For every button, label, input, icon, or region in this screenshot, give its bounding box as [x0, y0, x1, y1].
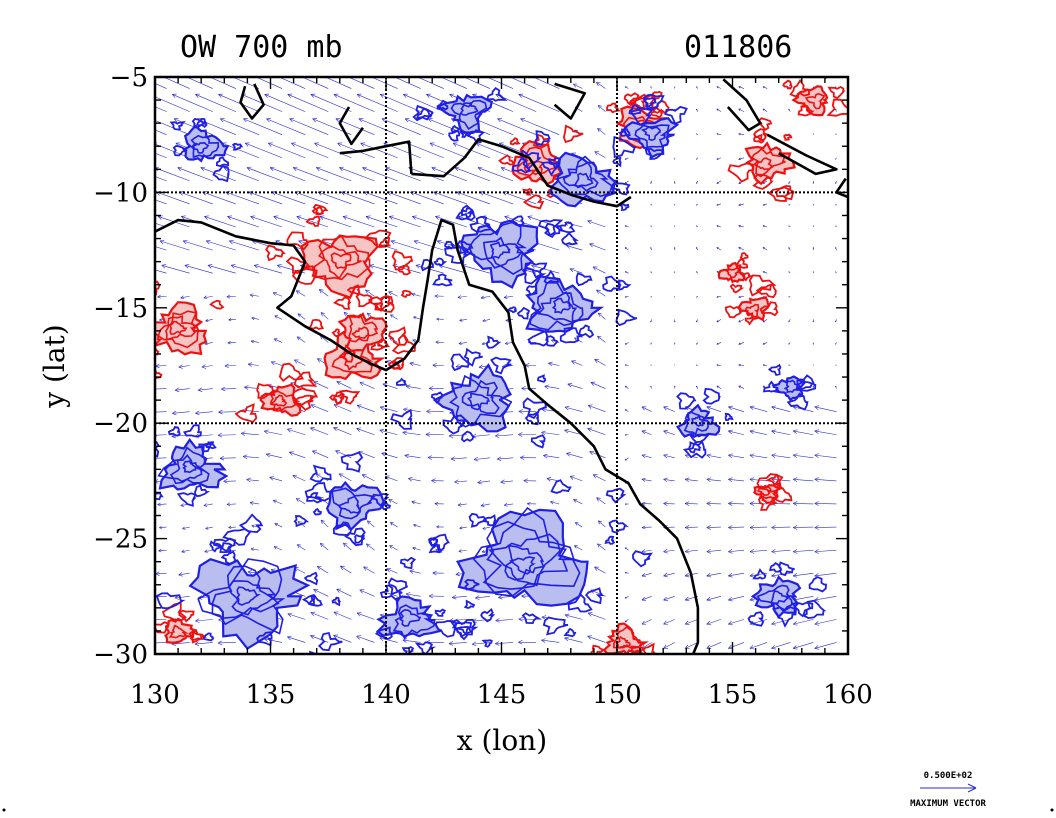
ow-contour-fragment	[121, 331, 139, 348]
ow-contour-fragment	[428, 655, 441, 665]
wind-vector-head	[286, 70, 290, 74]
wind-vector-head	[149, 641, 153, 645]
wind-vector-head	[135, 216, 139, 220]
wind-vector-head	[149, 94, 153, 98]
wind-vector-head	[217, 70, 221, 74]
wind-vector-head	[149, 410, 153, 414]
y-axis-title: y (lat)	[38, 324, 71, 408]
x-tick-label: 155	[708, 680, 758, 710]
wind-vector-head	[471, 70, 475, 74]
x-axis-title: x (lon)	[457, 724, 547, 757]
wind-vector	[674, 87, 675, 89]
wind-vector-head	[149, 433, 153, 437]
ow-contour-fragment	[133, 439, 148, 452]
ow-contour-fragment	[613, 663, 633, 679]
wind-vector	[813, 272, 814, 274]
wind-vector-head	[813, 87, 814, 88]
ow-contour-fragment	[136, 365, 147, 376]
wind-vector-head	[674, 272, 675, 273]
wind-vector	[674, 272, 675, 274]
wind-vector-head	[240, 70, 244, 74]
ow-contour-fragment	[637, 665, 654, 678]
reference-vector-caption: MAXIMUM VECTOR	[910, 799, 986, 809]
wind-vector-head	[126, 94, 130, 98]
y-tick-label: −10	[93, 178, 148, 208]
wind-vector	[813, 342, 814, 344]
wind-vector-head	[813, 344, 814, 345]
x-axis-tick-labels: 130 135 140 145 150 155 160	[130, 680, 873, 710]
wind-vector-head	[147, 70, 151, 74]
wind-vector-head	[517, 70, 521, 74]
x-tick-label: 145	[477, 680, 527, 710]
x-tick-label: 160	[823, 680, 873, 710]
wind-vector-head	[674, 87, 675, 88]
wind-vector-head	[194, 70, 198, 74]
wind-vector-head	[674, 344, 675, 345]
plot-title: OW 700 mb	[180, 30, 343, 65]
wind-vector-head	[170, 70, 174, 74]
wind-vector-head	[263, 70, 267, 74]
x-tick-label: 140	[361, 680, 411, 710]
wind-vector-head	[401, 70, 405, 74]
wind-vector-head	[494, 70, 498, 74]
x-tick-label: 135	[246, 680, 296, 710]
wind-vector-head	[332, 70, 336, 74]
wind-vector-head	[378, 70, 382, 74]
reference-vector-legend: 0.500E+02 MAXIMUM VECTOR	[910, 771, 986, 809]
y-axis-tick-labels: −5 −10 −15 −20 −25 −30	[93, 63, 148, 670]
ow-contour-fragment	[121, 351, 129, 357]
corner-mark-left	[3, 809, 6, 812]
ow-contour-fragment	[275, 672, 283, 678]
reference-vector-value: 0.500E+02	[924, 771, 973, 781]
y-tick-label: −25	[93, 525, 148, 555]
wind-vector	[674, 158, 675, 160]
wind-vector-head	[425, 70, 429, 74]
wind-vector-head	[137, 240, 141, 244]
wind-vector-head	[674, 159, 675, 160]
wind-vector-head	[128, 118, 132, 122]
wind-vector-head	[448, 70, 452, 74]
wind-vector-head	[139, 264, 143, 268]
wind-vector-head	[131, 167, 135, 171]
corner-mark-right	[1051, 809, 1054, 812]
y-tick-label: −20	[93, 409, 148, 439]
y-tick-label: −30	[93, 640, 148, 670]
y-tick-label: −5	[110, 63, 148, 93]
x-tick-label: 130	[130, 680, 180, 710]
wind-vector-head	[130, 143, 134, 147]
plot-timestamp: 011806	[684, 30, 792, 65]
wind-vector-head	[149, 618, 153, 622]
x-tick-label: 150	[592, 680, 642, 710]
wind-vector	[674, 342, 675, 344]
wind-vector-head	[355, 70, 359, 74]
wind-vector-head	[309, 70, 313, 74]
wind-vector-head	[813, 272, 814, 273]
y-tick-label: −15	[93, 294, 148, 324]
